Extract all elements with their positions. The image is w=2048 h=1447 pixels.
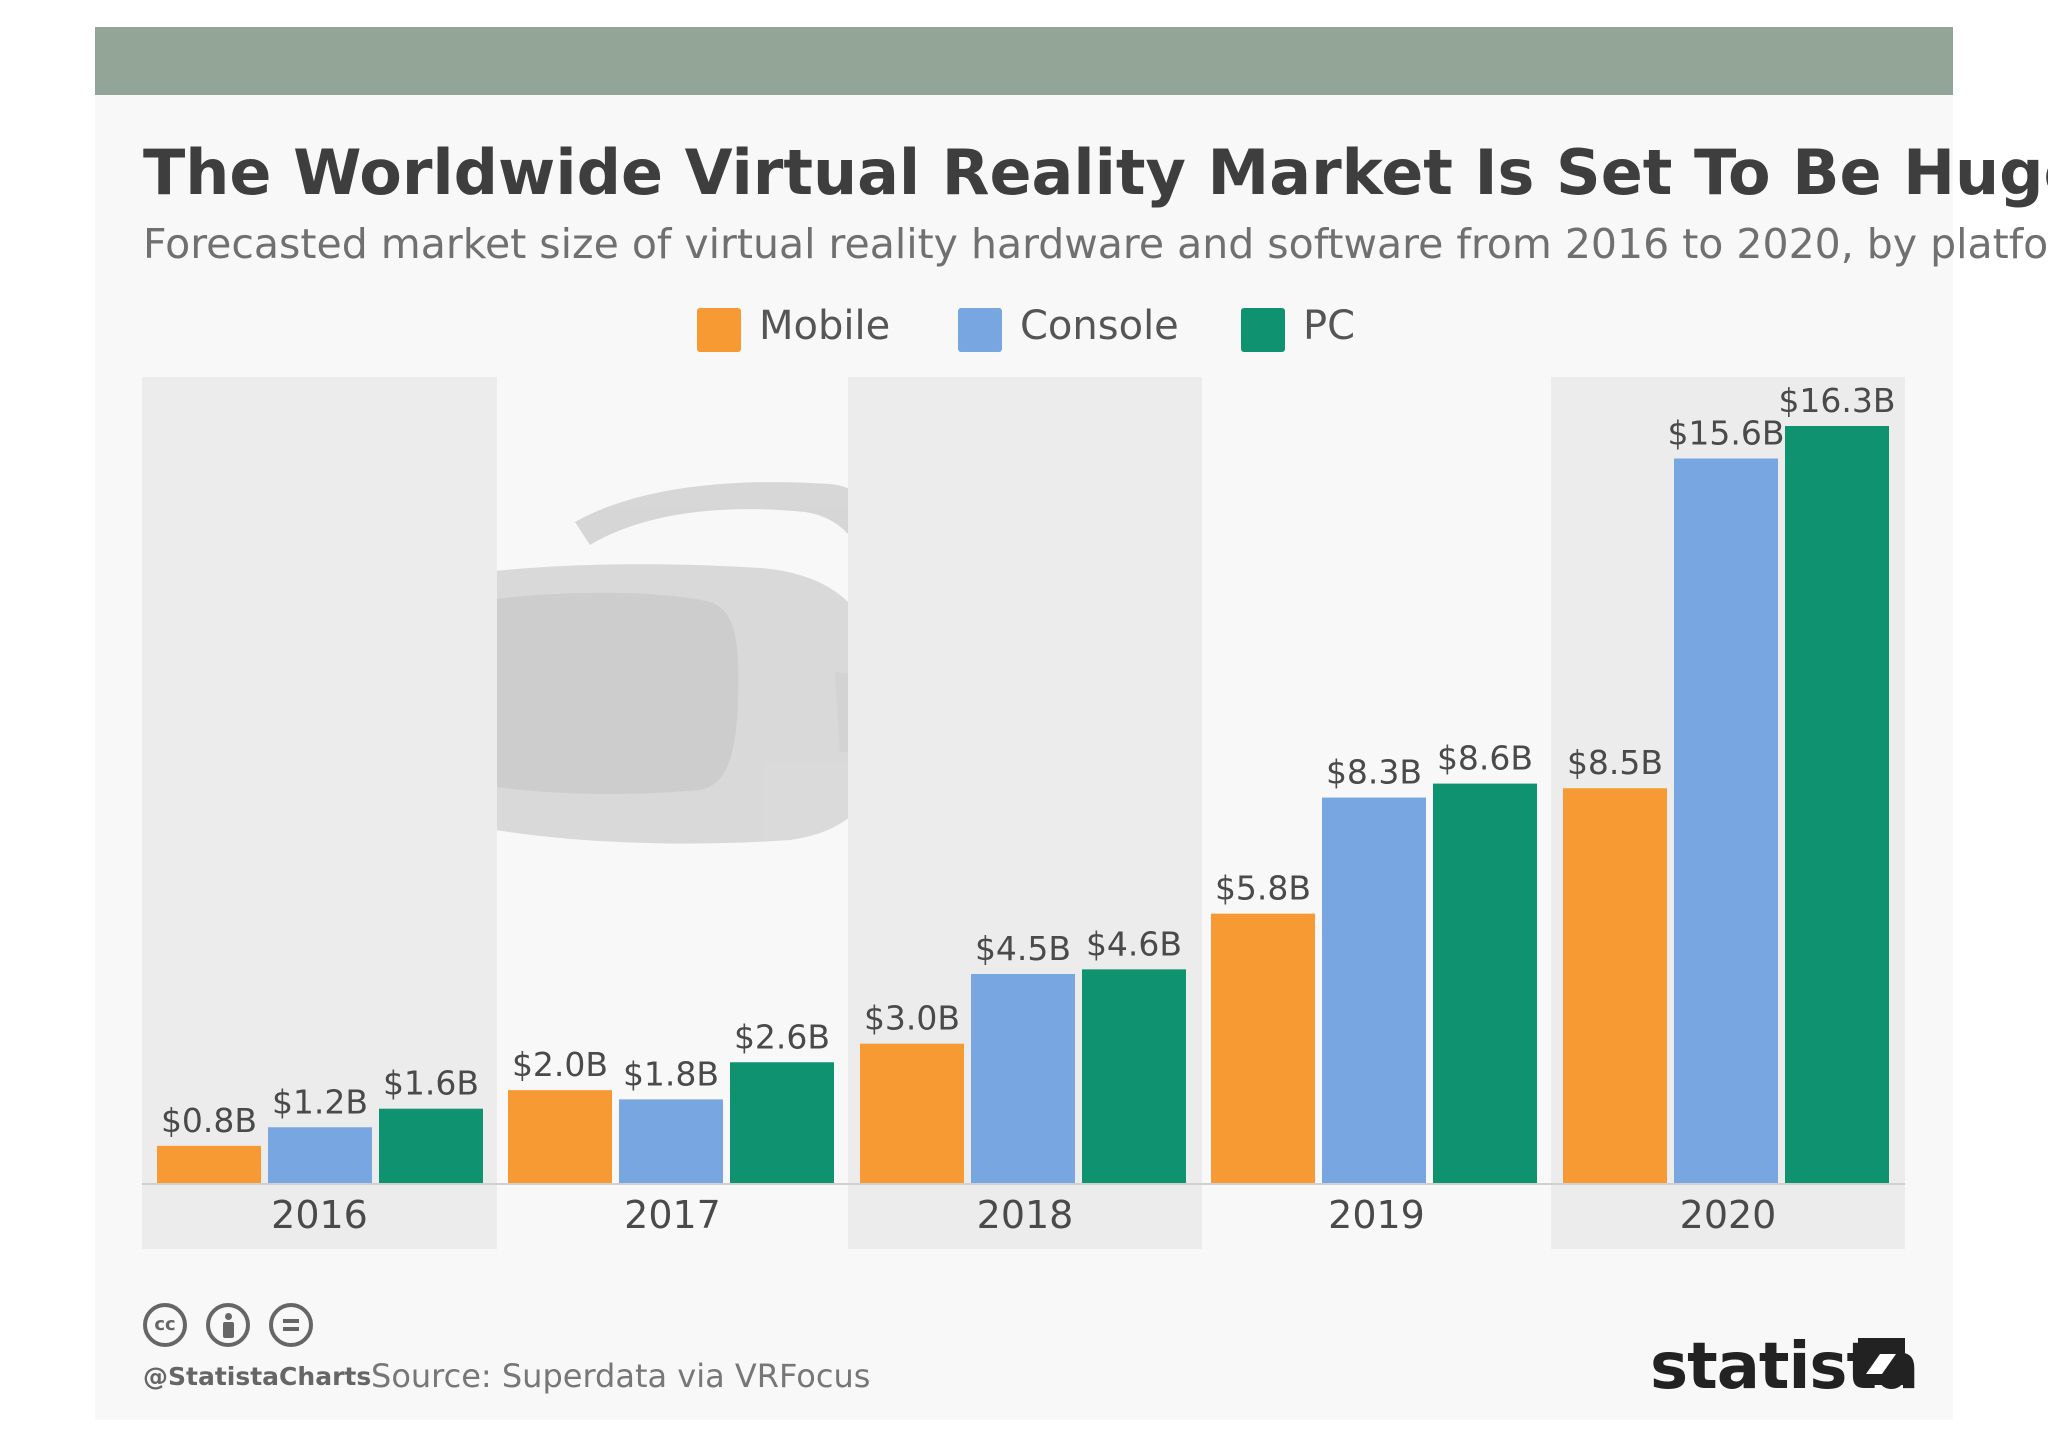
x-tick-label-2017: 2017 <box>624 1193 721 1237</box>
data-label-mobile-2019: $5.8B <box>1215 869 1311 908</box>
bar-pc-2019 <box>1433 783 1537 1183</box>
bar-mobile-2016 <box>157 1145 261 1183</box>
x-tick-label-2018: 2018 <box>977 1193 1074 1237</box>
bar-console-2017 <box>619 1099 723 1183</box>
data-label-mobile-2020: $8.5B <box>1567 743 1663 782</box>
data-label-mobile-2017: $2.0B <box>512 1045 608 1084</box>
data-label-mobile-2018: $3.0B <box>864 999 960 1038</box>
data-label-pc-2016: $1.6B <box>383 1064 479 1103</box>
bar-console-2019 <box>1322 797 1426 1183</box>
bar-mobile-2020 <box>1563 788 1667 1183</box>
year-band <box>142 377 497 1249</box>
data-label-pc-2020: $16.3B <box>1778 381 1895 420</box>
legend-label: PC <box>1303 303 1356 349</box>
bar-mobile-2017 <box>508 1090 612 1183</box>
data-label-console-2019: $8.3B <box>1326 753 1422 792</box>
bar-mobile-2018 <box>860 1043 964 1183</box>
data-label-console-2017: $1.8B <box>623 1054 719 1093</box>
statista-logo-icon <box>1858 1338 1905 1385</box>
bar-console-2016 <box>268 1127 372 1183</box>
chart-subtitle: Forecasted market size of virtual realit… <box>143 220 2048 268</box>
data-label-console-2016: $1.2B <box>272 1082 368 1121</box>
data-label-console-2020: $15.6B <box>1667 414 1784 453</box>
bar-pc-2020 <box>1785 426 1889 1183</box>
legend-swatch <box>1241 308 1285 352</box>
legend-label: Mobile <box>759 303 891 349</box>
no-derivatives-icon <box>269 1303 313 1347</box>
x-tick-label-2016: 2016 <box>271 1193 368 1237</box>
bar-pc-2017 <box>730 1062 834 1183</box>
data-label-pc-2019: $8.6B <box>1437 739 1533 778</box>
bar-console-2018 <box>971 974 1075 1183</box>
chart-title: The Worldwide Virtual Reality Market Is … <box>143 136 2048 209</box>
attribution-icon <box>206 1303 250 1347</box>
data-label-pc-2017: $2.6B <box>734 1017 830 1056</box>
bar-pc-2018 <box>1082 969 1186 1183</box>
bar-pc-2016 <box>379 1108 483 1183</box>
legend-swatch <box>958 308 1002 352</box>
x-tick-label-2019: 2019 <box>1328 1193 1425 1237</box>
data-label-mobile-2016: $0.8B <box>161 1101 257 1140</box>
legend-label: Console <box>1020 303 1179 349</box>
statista-handle: @StatistaCharts <box>143 1362 372 1391</box>
x-tick-label-2020: 2020 <box>1680 1193 1777 1237</box>
bar-mobile-2019 <box>1211 913 1315 1183</box>
bar-console-2020 <box>1674 458 1778 1183</box>
header-bar <box>95 27 1953 95</box>
creative-commons-icon: cc <box>143 1303 187 1347</box>
data-label-console-2018: $4.5B <box>975 929 1071 968</box>
legend-swatch <box>697 308 741 352</box>
data-label-pc-2018: $4.6B <box>1086 924 1182 963</box>
source-text: Source: Superdata via VRFocus <box>371 1357 871 1395</box>
